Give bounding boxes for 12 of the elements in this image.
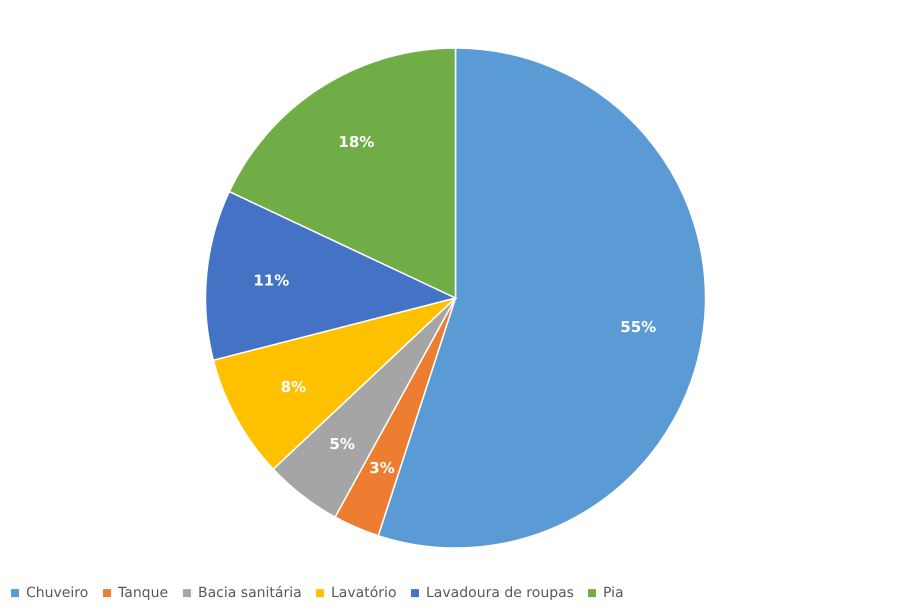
data-label: 55%: [620, 318, 656, 336]
data-label: 11%: [253, 272, 290, 290]
legend-label: Lavadoura de roupas: [426, 585, 574, 602]
data-label: 18%: [338, 132, 374, 151]
data-label: 5%: [329, 435, 355, 454]
data-label: 3%: [369, 458, 395, 477]
legend-label: Chuveiro: [26, 585, 88, 602]
legend-label: Tanque: [117, 585, 168, 602]
legend-label: Bacia sanitária: [198, 585, 302, 602]
legend-label: Lavatório: [331, 585, 397, 602]
legend-label: Pia: [603, 585, 624, 602]
data-label: 8%: [280, 378, 306, 396]
